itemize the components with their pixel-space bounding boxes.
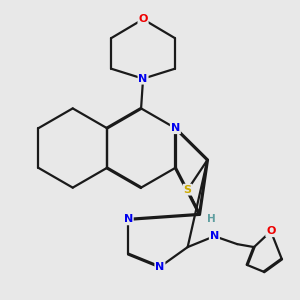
Text: N: N [171, 123, 180, 133]
Text: N: N [124, 214, 133, 224]
Text: O: O [266, 226, 276, 236]
Text: N: N [210, 231, 219, 241]
Text: O: O [138, 14, 148, 24]
Text: N: N [138, 74, 148, 84]
Text: N: N [155, 262, 164, 272]
Text: H: H [207, 214, 216, 224]
Text: S: S [184, 184, 192, 195]
